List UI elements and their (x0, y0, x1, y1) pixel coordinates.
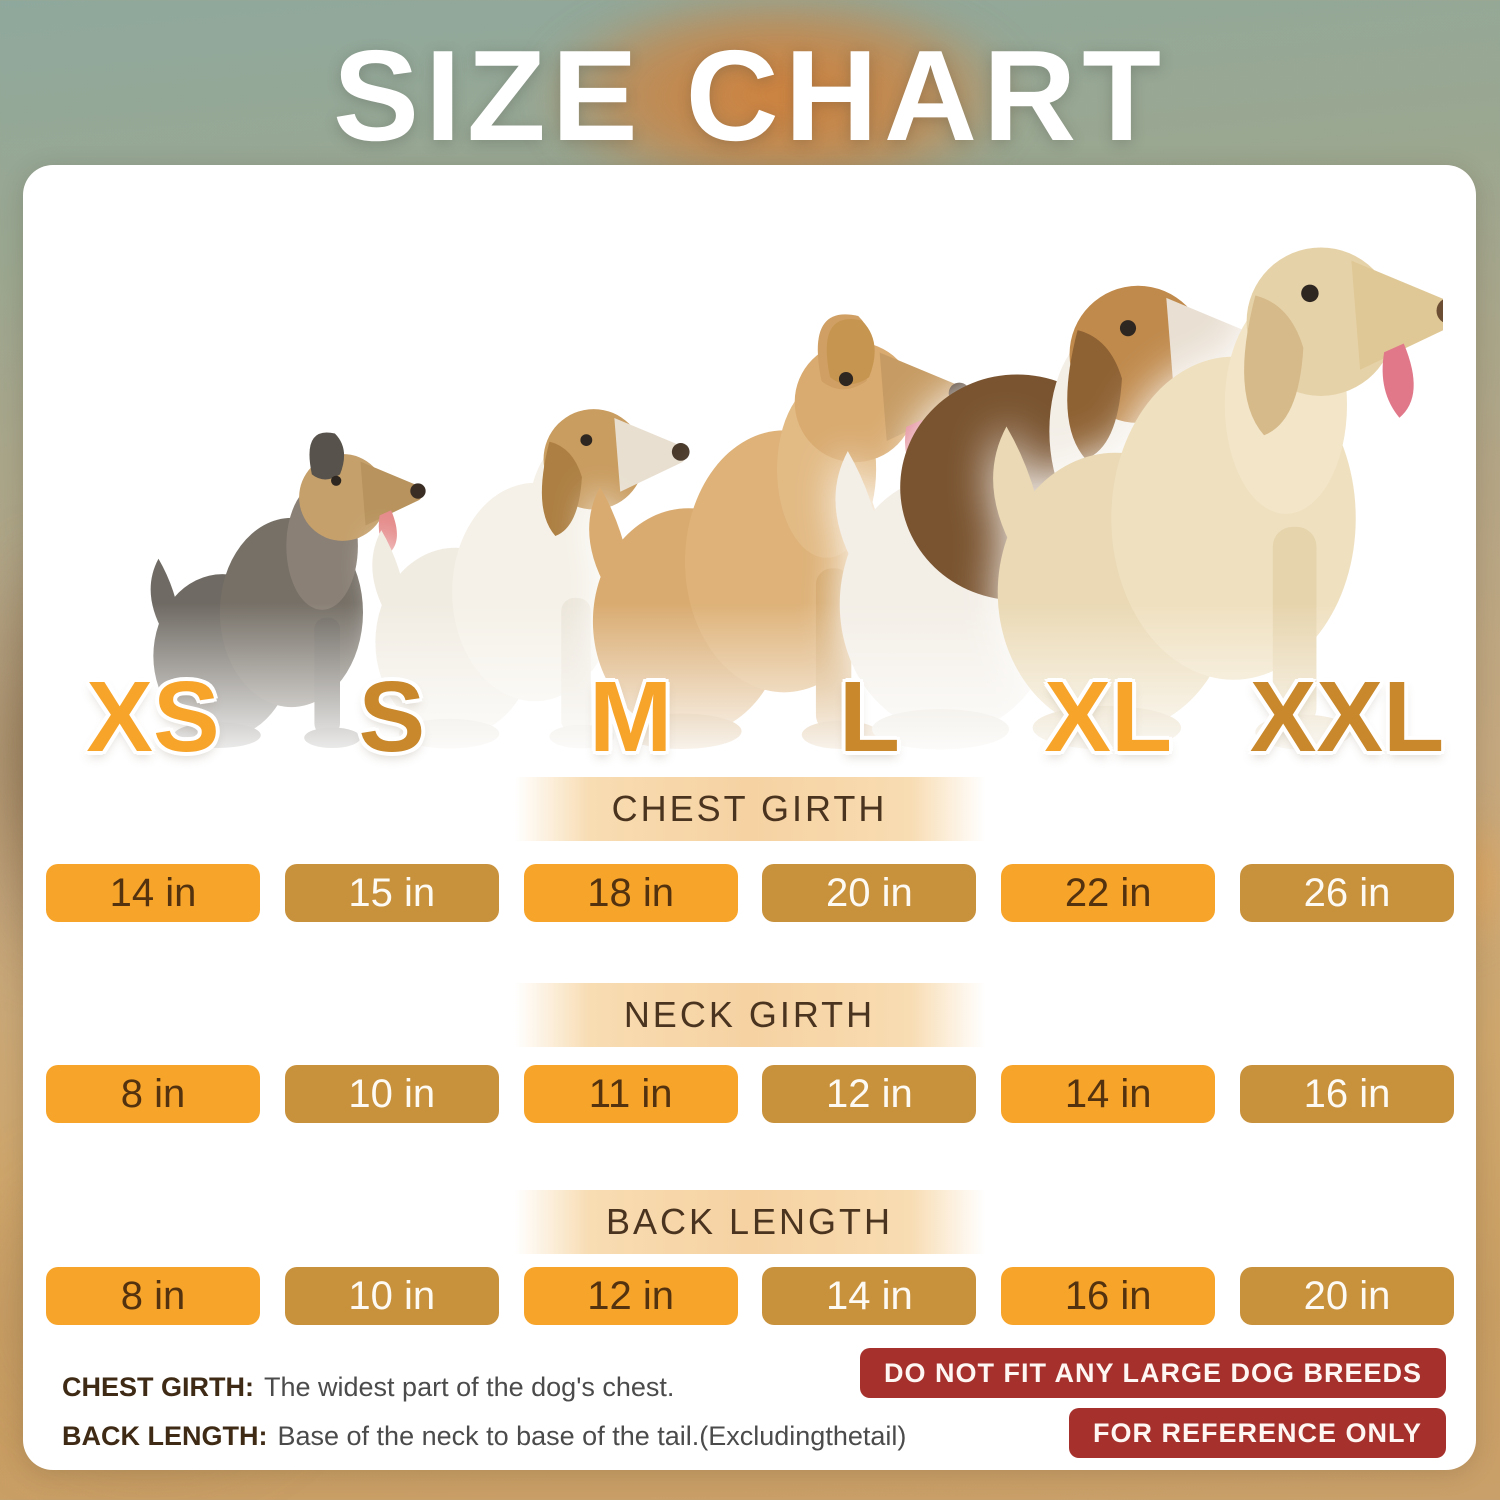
back-length-value-s: 10 in (284, 1267, 499, 1325)
size-label-xxl: XXL (1249, 661, 1445, 773)
size-label-l: L (838, 661, 900, 773)
chest-girth-value-s: 15 in (284, 864, 499, 922)
back-length-values-row: 8 in 10 in 12 in 14 in 16 in 20 in (46, 1267, 1454, 1325)
size-label-xl: XL (1044, 661, 1173, 773)
neck-girth-value-xl: 14 in (1001, 1065, 1216, 1123)
warning-badge-reference-only: FOR REFERENCE ONLY (1068, 1408, 1446, 1458)
back-length-value-m: 12 in (523, 1267, 738, 1325)
back-length-value-xs: 8 in (46, 1267, 260, 1325)
note-back-length: BACK LENGTH: Base of the neck to base of … (62, 1420, 906, 1453)
chest-girth-value-xxl: 26 in (1239, 864, 1454, 922)
note-back-length-text: Base of the neck to base of the tail.(Ex… (277, 1421, 907, 1451)
chest-girth-value-l: 20 in (762, 864, 977, 922)
neck-girth-value-xs: 8 in (46, 1065, 260, 1123)
back-length-value-l: 14 in (762, 1267, 977, 1325)
section-header-neck-girth: NECK GIRTH (514, 983, 985, 1047)
section-header-back-length: BACK LENGTH (514, 1190, 985, 1254)
back-length-value-xxl: 20 in (1239, 1267, 1454, 1325)
note-chest-girth-label: CHEST GIRTH: (62, 1372, 254, 1402)
size-label-xs: XS (86, 661, 220, 773)
note-chest-girth: CHEST GIRTH: The widest part of the dog's… (62, 1371, 906, 1404)
page-title: SIZE CHART (333, 24, 1167, 168)
note-back-length-label: BACK LENGTH: (62, 1421, 268, 1451)
neck-girth-value-xxl: 16 in (1239, 1065, 1454, 1123)
size-label-m: M (588, 661, 673, 773)
dogs-illustration (74, 247, 1443, 770)
note-chest-girth-text: The widest part of the dog's chest. (264, 1372, 675, 1402)
chest-girth-value-xs: 14 in (46, 864, 260, 922)
size-labels-row: XS S M L XL XXL (46, 663, 1454, 775)
neck-girth-value-s: 10 in (284, 1065, 499, 1123)
size-chart-card: XS S M L XL XXL CHEST GIRTH 14 in 15 in … (23, 165, 1476, 1470)
warning-badge-no-large-breeds: DO NOT FIT ANY LARGE DOG BREEDS (859, 1348, 1446, 1398)
neck-girth-value-m: 11 in (523, 1065, 738, 1123)
dogs-bottom-fade (74, 602, 1432, 770)
size-label-s: S (358, 661, 426, 773)
section-header-chest-girth: CHEST GIRTH (514, 777, 985, 841)
back-length-value-xl: 16 in (1001, 1267, 1216, 1325)
chest-girth-value-xl: 22 in (1001, 864, 1216, 922)
chest-girth-value-m: 18 in (523, 864, 738, 922)
neck-girth-values-row: 8 in 10 in 11 in 12 in 14 in 16 in (46, 1065, 1454, 1123)
neck-girth-value-l: 12 in (762, 1065, 977, 1123)
measurement-notes: CHEST GIRTH: The widest part of the dog's… (62, 1371, 906, 1469)
chest-girth-values-row: 14 in 15 in 18 in 20 in 22 in 26 in (46, 864, 1454, 922)
